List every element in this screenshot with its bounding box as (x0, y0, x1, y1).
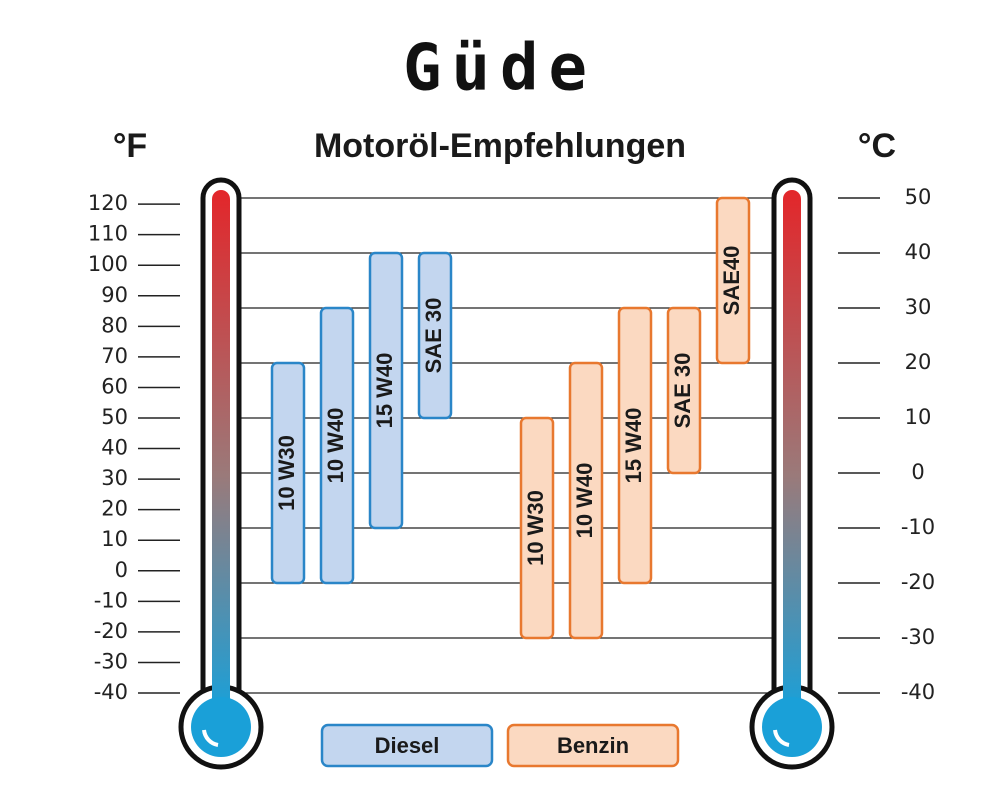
y-tick-label: -30 (901, 625, 935, 649)
y2-tick-label: 120 (88, 191, 128, 215)
y2-tick-label: 60 (101, 374, 128, 398)
range-bar (715, 196, 751, 365)
bar-label: SAE 30 (670, 353, 695, 429)
y-tick-label: 50 (905, 185, 932, 209)
y2-tick-label: -30 (94, 649, 128, 673)
y-tick-label: 40 (905, 240, 932, 264)
y2-tick-label: 0 (115, 558, 128, 582)
y-tick-label: -10 (901, 515, 935, 539)
brand-logo: Güde (403, 32, 597, 106)
y2-tick-label: 90 (101, 283, 128, 307)
range-bar (270, 361, 306, 585)
thermometer-left (178, 177, 264, 770)
y-tick-label: -40 (901, 680, 935, 704)
legend-swatch (320, 723, 494, 768)
bar-label: 10 W30 (523, 490, 548, 566)
left-unit: °F (113, 127, 147, 165)
range-bar (368, 251, 404, 530)
y2-tick-label: -10 (94, 588, 128, 612)
range-bar (519, 416, 555, 640)
y-tick-label: 0 (911, 460, 924, 484)
range-bar (417, 251, 453, 420)
right-unit: °C (858, 127, 896, 165)
bar-label: 15 W40 (372, 353, 397, 429)
legend-swatch (506, 723, 680, 768)
y2-tick-label: 10 (101, 527, 128, 551)
legend-label: Benzin (557, 733, 629, 758)
bar-label: SAE40 (719, 246, 744, 316)
y-tick-label: 10 (905, 405, 932, 429)
y2-tick-label: 50 (101, 405, 128, 429)
y-tick-label: -20 (901, 570, 935, 594)
range-bar (568, 361, 604, 640)
y2-tick-label: 40 (101, 436, 128, 460)
bar-label: 15 W40 (621, 408, 646, 484)
y2-tick-label: 70 (101, 344, 128, 368)
y2-tick-label: -20 (94, 619, 128, 643)
y-tick-label: 30 (905, 295, 932, 319)
y2-tick-label: -40 (94, 680, 128, 704)
y2-tick-label: 30 (101, 466, 128, 490)
range-bar (666, 306, 702, 475)
y2-tick-label: 80 (101, 313, 128, 337)
thermometer-right (749, 177, 835, 770)
chart-title: Motoröl-Empfehlungen (314, 127, 686, 165)
y-tick-label: 20 (905, 350, 932, 374)
range-bar (617, 306, 653, 585)
bar-label: SAE 30 (421, 298, 446, 374)
y2-tick-label: 20 (101, 497, 128, 521)
bar-label: 10 W40 (323, 408, 348, 484)
y2-tick-label: 110 (88, 222, 128, 246)
bar-label: 10 W40 (572, 463, 597, 539)
bar-label: 10 W30 (274, 435, 299, 511)
legend-label: Diesel (375, 733, 440, 758)
y2-tick-label: 100 (88, 252, 128, 276)
range-bar (319, 306, 355, 585)
